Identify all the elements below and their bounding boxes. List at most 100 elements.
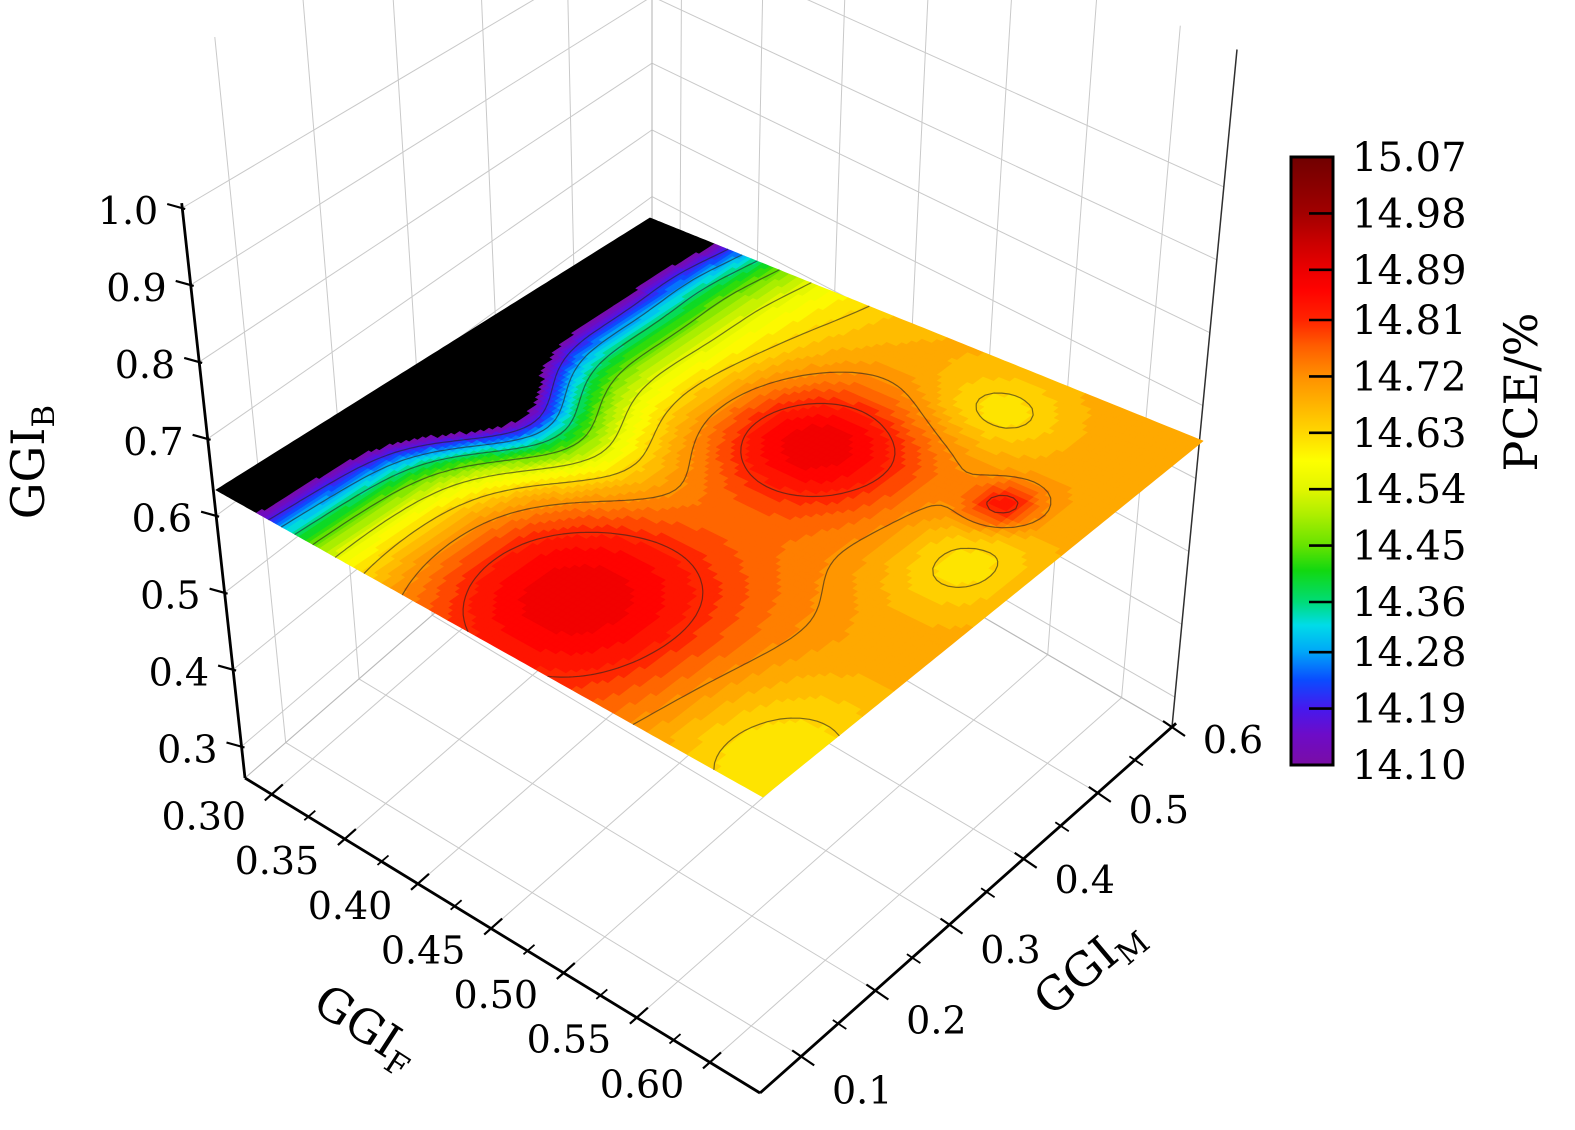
contour-line-level-14.72 <box>401 371 1052 725</box>
f-axis-minor-tick <box>303 810 316 821</box>
m-tick-label: 0.6 <box>1203 718 1263 762</box>
z-axis-tick <box>226 741 245 749</box>
z-tick-label: 0.5 <box>140 574 200 618</box>
floor-gridline <box>709 697 1122 1063</box>
m-axis-tick <box>1162 720 1186 737</box>
f-tick-label: 0.40 <box>308 884 393 928</box>
ggi-m-axis-line <box>759 722 1178 1095</box>
colorbar-tick-label: 14.54 <box>1352 467 1467 513</box>
colorbar-bar <box>1289 155 1335 767</box>
m-axis-minor-tick <box>906 953 921 964</box>
f-tick-label: 0.30 <box>161 794 246 838</box>
z-tick-label: 0.3 <box>157 728 217 772</box>
m-axis-minor-tick <box>1128 755 1144 767</box>
colorbar-tick-label: 14.63 <box>1352 411 1467 457</box>
colorbar-tick-label: 14.72 <box>1352 354 1467 400</box>
m-tick-label: 0.2 <box>906 998 966 1042</box>
z-axis-tick <box>209 587 228 595</box>
z-axis-tick <box>175 279 194 287</box>
f-tick-label: 0.50 <box>453 973 538 1017</box>
colorbar-tick-label: 14.19 <box>1352 687 1467 733</box>
right-wall-gridline <box>651 129 1204 407</box>
right-wall-gridline <box>651 62 1211 334</box>
contour-line-level-14.36 <box>294 260 758 535</box>
contour-line-level-14.45 <box>312 269 780 546</box>
right-wall-gridline <box>807 0 1225 188</box>
z-axis-tick <box>200 510 220 518</box>
m-axis-tick <box>1088 785 1112 803</box>
left-wall-gridline <box>190 0 648 286</box>
colorbar-tick-label: 14.45 <box>1352 524 1467 570</box>
left-wall-gridline <box>198 62 653 363</box>
right-wall-front-edge <box>1171 49 1238 728</box>
right-wall-gridline <box>1121 25 1181 698</box>
m-tick-label: 0.5 <box>1129 788 1189 832</box>
z-axis-title: GGIB <box>1 405 62 519</box>
colorbar-tick-label: 14.36 <box>1352 580 1467 626</box>
m-axis-tick <box>791 1049 815 1067</box>
colorbar-title: PCE/% <box>1494 313 1548 472</box>
m-axis-minor-tick <box>832 1019 847 1030</box>
z-tick-label: 0.8 <box>115 343 175 387</box>
floor-gridline <box>358 678 876 991</box>
m-axis-minor-tick <box>1054 821 1070 833</box>
f-axis-title: GGIF <box>301 973 429 1086</box>
z-axis-tick <box>166 202 186 211</box>
surface-contour-lines <box>268 248 1052 770</box>
right-wall-gridline <box>658 0 1218 261</box>
f-axis-tick <box>410 872 430 891</box>
f-axis-minor-tick <box>522 944 536 955</box>
contour-line-level-14.54 <box>334 282 812 558</box>
m-axis-title: GGIM <box>1023 905 1157 1031</box>
z-tick-label: 1.0 <box>98 189 158 233</box>
colorbar-tick-label: 14.28 <box>1352 630 1467 676</box>
floor-gridline <box>285 742 802 1057</box>
pce-surface-band <box>517 423 854 637</box>
f-tick-label: 0.60 <box>600 1062 685 1106</box>
left-wall-gridline <box>181 0 535 209</box>
m-tick-label: 0.4 <box>1054 858 1114 902</box>
m-tick-label: 0.3 <box>980 928 1040 972</box>
f-axis-minor-tick <box>376 854 390 866</box>
contour-line-level-14.81 <box>462 402 1019 678</box>
ggi-b-axis-line <box>180 202 247 779</box>
f-axis-tick <box>337 828 357 846</box>
f-axis-minor-tick <box>595 988 608 1000</box>
left-wall-gridline <box>207 129 653 440</box>
f-tick-label: 0.45 <box>381 929 466 973</box>
contour-line-level-14.19 <box>268 248 729 521</box>
ggi-f-axis-line <box>244 776 761 1095</box>
f-axis-tick <box>264 783 284 802</box>
floor-gridline <box>636 654 1049 1019</box>
colorbar-tick-label: 14.10 <box>1352 743 1467 789</box>
f-axis-tick <box>556 962 576 980</box>
pce-surface <box>215 217 1204 798</box>
f-axis-minor-tick <box>450 899 463 911</box>
z-tick-label: 0.6 <box>132 497 192 541</box>
m-tick-label: 0.1 <box>832 1068 892 1112</box>
colorbar-tick-label: 14.98 <box>1352 191 1467 237</box>
z-tick-label: 0.9 <box>106 266 166 310</box>
z-axis-tick <box>217 664 237 672</box>
left-wall-gridline <box>214 37 287 743</box>
contour-line-level-14.28 <box>281 254 743 528</box>
pce-surface-band <box>467 404 1017 674</box>
m-axis-minor-tick <box>980 887 996 898</box>
z-axis-tick <box>192 433 211 441</box>
contour-line-level-14.63 <box>363 305 1034 770</box>
f-axis-minor-tick <box>668 1033 682 1045</box>
m-axis-tick <box>939 917 964 935</box>
z-tick-label: 0.7 <box>123 420 183 464</box>
f-axis-tick <box>629 1006 649 1025</box>
m-axis-tick <box>865 983 890 1001</box>
colorbar-tick-label: 14.81 <box>1352 298 1467 344</box>
f-axis-tick <box>702 1051 722 1070</box>
colorbar-tick-label: 15.07 <box>1352 135 1467 181</box>
axes <box>166 202 1186 1095</box>
floor-gridline <box>431 614 950 926</box>
m-axis-tick <box>1014 851 1038 869</box>
pce-surface-band <box>215 217 715 514</box>
